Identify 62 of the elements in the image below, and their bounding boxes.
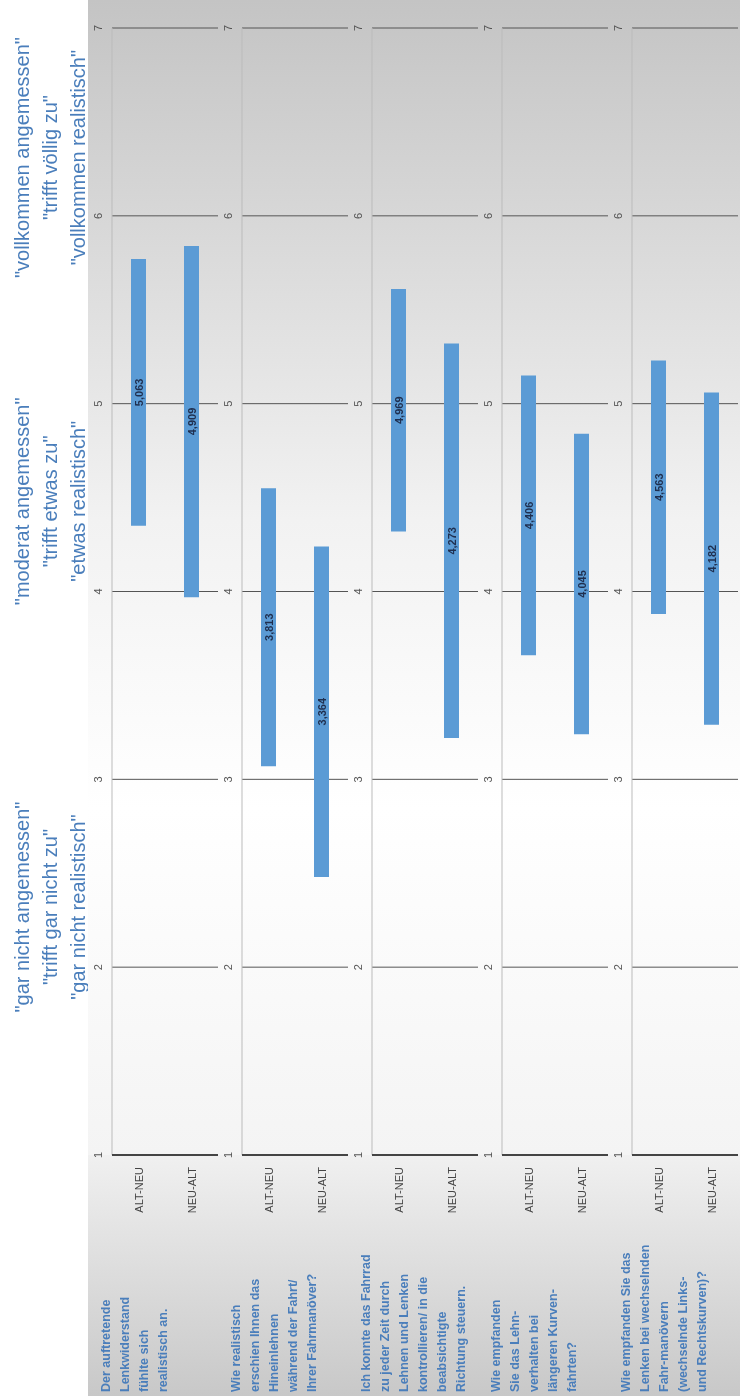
y-tick-label: 7 bbox=[92, 24, 104, 32]
y-tick-label: 1 bbox=[92, 1151, 104, 1159]
text: Ich konnte das Fahrrad zu jeder Zeit durch Lehnen und Lenken kontrollieren/ in die beabsichtigte Richtung steuern. bbox=[359, 1254, 468, 1392]
y-tick-label: 7 bbox=[352, 24, 364, 32]
x-tick-label: ALT-NEU bbox=[522, 1166, 535, 1213]
y-tick-label: 1 bbox=[612, 1151, 624, 1159]
y-tick-label: 5 bbox=[222, 400, 234, 407]
y-tick-label: 5 bbox=[92, 400, 104, 407]
annotation: 4,563 bbox=[652, 473, 665, 502]
x-tick-label: ALT-NEU bbox=[132, 1166, 145, 1213]
x-tick-label: ALT-NEU bbox=[392, 1166, 405, 1213]
x-tick-label: NEU-ALT bbox=[315, 1166, 328, 1214]
y-tick-label: 6 bbox=[612, 212, 624, 219]
y-tick-label: 3 bbox=[612, 776, 624, 783]
text: "vollkommen angemessen" "trifft völlig zu" "vollkommen realistisch" bbox=[11, 37, 89, 279]
text: "moderat angemessen" "trifft etwas zu" "etwas realistisch" bbox=[11, 397, 89, 606]
y-tick-label: 1 bbox=[352, 1151, 364, 1159]
y-tick-label: 3 bbox=[222, 776, 234, 783]
x-tick-label: ALT-NEU bbox=[652, 1166, 665, 1213]
y-tick-label: 4 bbox=[92, 588, 104, 595]
text: Wie realistisch erschien Ihnen das Hineinlehnen während der Fahrt/ Ihrer Fahrmanöver? bbox=[229, 1273, 319, 1393]
y-tick-label: 4 bbox=[612, 588, 624, 595]
x-tick-label: NEU-ALT bbox=[185, 1166, 198, 1214]
y-tick-label: 6 bbox=[482, 212, 494, 219]
y-tick-label: 2 bbox=[352, 964, 364, 971]
annotation: 4,969 bbox=[392, 396, 405, 425]
y-tick-label: 6 bbox=[92, 212, 104, 219]
annotation: 3,813 bbox=[262, 613, 275, 641]
x-tick-label: NEU-ALT bbox=[575, 1166, 588, 1214]
y-tick-label: 2 bbox=[482, 964, 494, 971]
annotation: 5,063 bbox=[132, 378, 145, 407]
annotation: 4,406 bbox=[522, 501, 535, 530]
annotation: 4,273 bbox=[445, 527, 458, 555]
y-tick-label: 2 bbox=[612, 964, 624, 971]
y-tick-label: 5 bbox=[352, 400, 364, 407]
text: Der auftretende Lenkwiderstand fühlte sich realistisch an. bbox=[99, 1296, 170, 1392]
y-tick-label: 3 bbox=[92, 776, 104, 783]
x-tick-label: NEU-ALT bbox=[445, 1166, 458, 1214]
y-tick-label: 5 bbox=[612, 400, 624, 407]
y-tick-label: 7 bbox=[612, 24, 624, 32]
y-tick-label: 4 bbox=[482, 588, 494, 595]
annotation: 4,182 bbox=[705, 544, 718, 573]
y-tick-label: 2 bbox=[222, 964, 234, 971]
y-tick-label: 5 bbox=[482, 400, 494, 407]
text: Wie empfanden Sie das Lehn- verhalten bei längeren Kurven- fahrten? bbox=[489, 1289, 579, 1392]
x-tick-label: ALT-NEU bbox=[262, 1166, 275, 1213]
annotation: 4,045 bbox=[575, 570, 588, 598]
text: Wie empfanden Sie das Lenken bei wechselnden Fahr-manövern (wechselnde Links- und Rechtskurven)? bbox=[619, 1244, 709, 1392]
y-tick-label: 4 bbox=[352, 588, 364, 595]
y-tick-label: 4 bbox=[222, 588, 234, 595]
y-tick-label: 7 bbox=[222, 24, 234, 32]
y-tick-label: 3 bbox=[482, 776, 494, 783]
y-tick-label: 7 bbox=[482, 24, 494, 32]
y-tick-label: 6 bbox=[222, 212, 234, 219]
annotation: 4,909 bbox=[185, 407, 198, 436]
y-tick-label: 1 bbox=[222, 1151, 234, 1159]
y-tick-label: 3 bbox=[352, 776, 364, 783]
y-tick-label: 2 bbox=[92, 964, 104, 971]
y-tick-label: 6 bbox=[352, 212, 364, 219]
annotation: 3,364 bbox=[315, 697, 328, 726]
x-tick-label: NEU-ALT bbox=[705, 1166, 718, 1214]
y-tick-label: 1 bbox=[482, 1151, 494, 1159]
